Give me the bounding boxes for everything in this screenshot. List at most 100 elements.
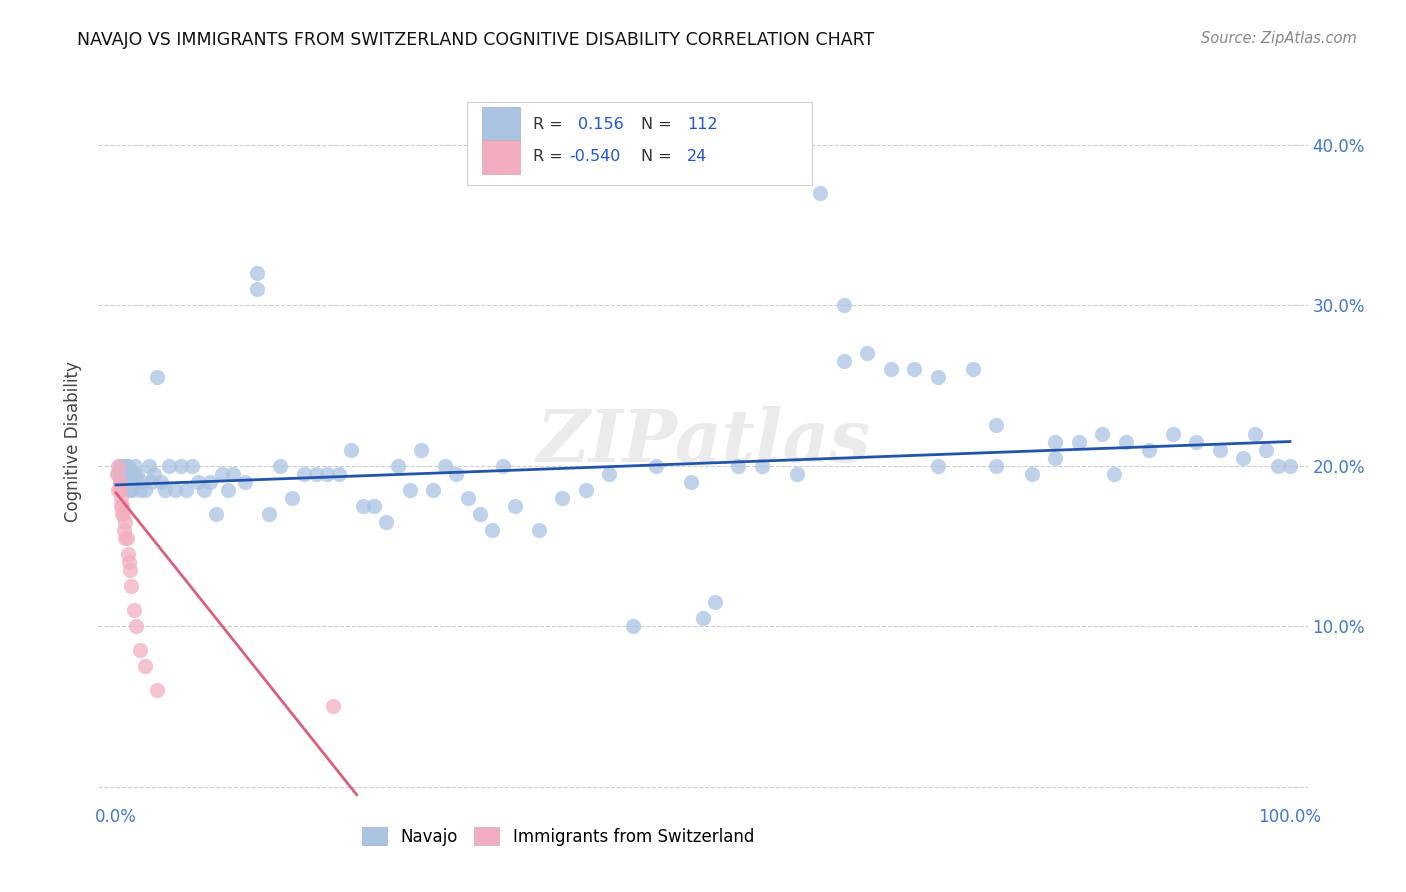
Point xyxy=(246,266,269,280)
FancyBboxPatch shape xyxy=(467,102,811,185)
Text: 24: 24 xyxy=(688,149,707,164)
Point xyxy=(157,458,180,473)
Point xyxy=(1278,458,1301,473)
Point xyxy=(176,483,198,497)
Point xyxy=(751,458,773,473)
Text: R =: R = xyxy=(533,149,568,164)
Point xyxy=(114,531,136,545)
Point xyxy=(107,458,129,473)
Point xyxy=(681,475,703,489)
Point xyxy=(1043,450,1066,465)
Point xyxy=(125,619,148,633)
Point xyxy=(125,475,148,489)
Point xyxy=(105,467,128,481)
Text: 0.156: 0.156 xyxy=(578,117,624,132)
Point xyxy=(120,563,142,577)
Point xyxy=(492,458,515,473)
Point xyxy=(124,458,146,473)
Point xyxy=(1243,426,1265,441)
Point xyxy=(375,515,398,529)
Point xyxy=(292,467,315,481)
Point xyxy=(187,475,209,489)
Point xyxy=(1021,467,1043,481)
Point xyxy=(108,458,131,473)
Point xyxy=(134,659,156,673)
Point xyxy=(246,282,269,296)
Point xyxy=(110,491,132,505)
Point xyxy=(986,418,1008,433)
Point xyxy=(112,458,135,473)
Point xyxy=(146,370,169,384)
Point xyxy=(110,467,132,481)
Point xyxy=(120,483,142,497)
Point xyxy=(110,499,132,513)
Point xyxy=(433,458,456,473)
Point xyxy=(503,499,526,513)
Point xyxy=(1267,458,1289,473)
Point xyxy=(598,467,620,481)
Point xyxy=(120,475,142,489)
Point xyxy=(422,483,444,497)
Point xyxy=(169,458,191,473)
Text: 112: 112 xyxy=(688,117,718,132)
Point xyxy=(142,467,165,481)
Point xyxy=(457,491,479,505)
Point xyxy=(363,499,385,513)
Point xyxy=(111,499,134,513)
Point xyxy=(468,507,491,521)
Point xyxy=(146,683,169,698)
Point xyxy=(117,547,139,561)
Point xyxy=(110,475,132,489)
Point xyxy=(134,483,156,497)
Legend: Navajo, Immigrants from Switzerland: Navajo, Immigrants from Switzerland xyxy=(356,821,761,852)
Point xyxy=(411,442,433,457)
Text: N =: N = xyxy=(641,149,678,164)
Point xyxy=(193,483,215,497)
Point xyxy=(107,483,129,497)
Point xyxy=(621,619,644,633)
Text: -0.540: -0.540 xyxy=(569,149,620,164)
Point xyxy=(120,467,142,481)
Point xyxy=(112,467,135,481)
Point xyxy=(1161,426,1184,441)
Bar xyxy=(482,139,520,174)
Point xyxy=(808,186,831,200)
Point xyxy=(481,523,503,537)
Point xyxy=(115,458,138,473)
Point xyxy=(387,458,409,473)
Point xyxy=(198,475,221,489)
Point xyxy=(340,442,363,457)
Point xyxy=(114,515,136,529)
Point xyxy=(149,475,172,489)
Text: N =: N = xyxy=(641,117,678,132)
Point xyxy=(117,467,139,481)
Point xyxy=(645,458,668,473)
Y-axis label: Cognitive Disability: Cognitive Disability xyxy=(65,361,83,522)
Point xyxy=(398,483,420,497)
Text: Source: ZipAtlas.com: Source: ZipAtlas.com xyxy=(1201,31,1357,46)
Point xyxy=(269,458,291,473)
Point xyxy=(128,643,150,657)
Point xyxy=(1043,434,1066,449)
Point xyxy=(692,611,714,625)
Point xyxy=(1102,467,1125,481)
Point xyxy=(111,467,134,481)
Point xyxy=(703,595,725,609)
Point xyxy=(108,483,131,497)
Point xyxy=(222,467,245,481)
Point xyxy=(217,483,239,497)
Point xyxy=(155,483,177,497)
Point xyxy=(1232,450,1254,465)
Point xyxy=(1115,434,1137,449)
Point xyxy=(111,458,134,473)
Point xyxy=(122,603,145,617)
Text: R =: R = xyxy=(533,117,568,132)
Point xyxy=(118,555,141,569)
Point xyxy=(927,458,949,473)
Point xyxy=(112,467,135,481)
Point xyxy=(927,370,949,384)
Point xyxy=(1256,442,1278,457)
Point xyxy=(856,346,879,360)
Point xyxy=(120,579,142,593)
Point xyxy=(575,483,598,497)
